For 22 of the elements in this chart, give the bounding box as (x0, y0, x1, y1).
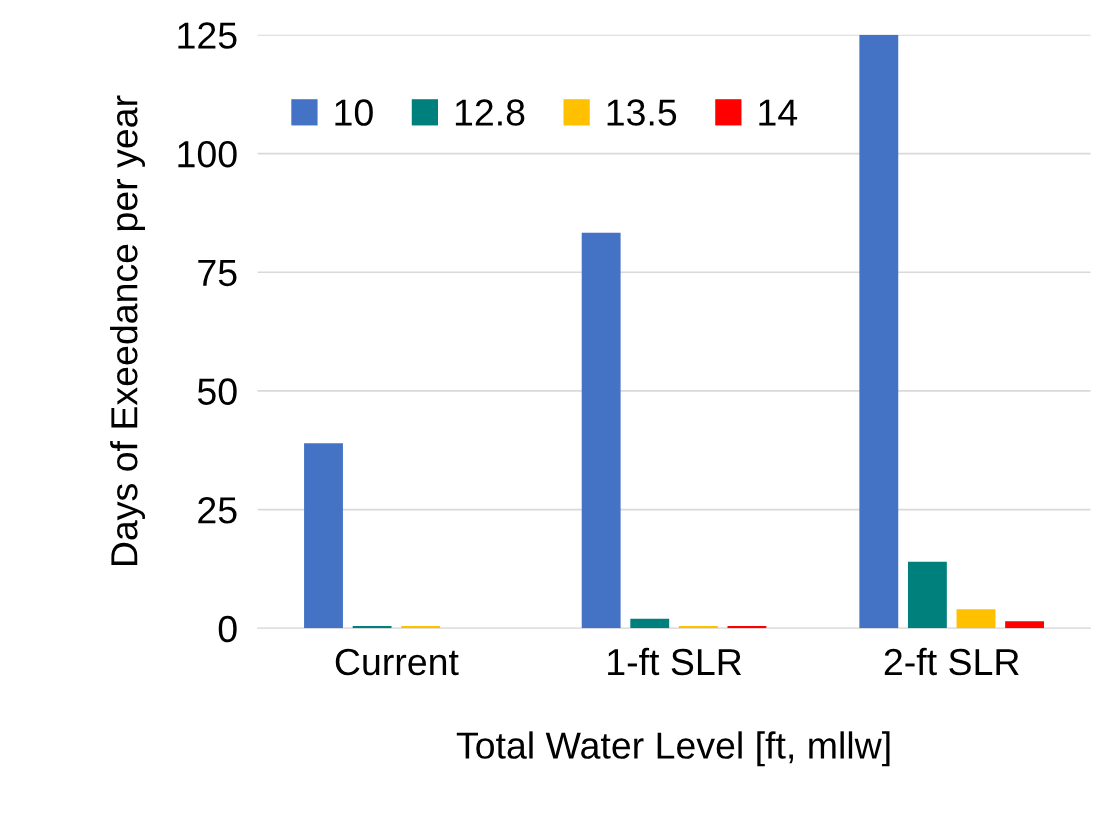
y-axis-title: Days of Exeedance per year (110, 95, 145, 566)
bar (581, 232, 621, 629)
x-axis-title: Total Water Level [ft, mllw] (456, 731, 890, 767)
bar (630, 618, 670, 629)
bar (907, 561, 947, 629)
y-tick-label: 75 (198, 260, 237, 287)
bar (956, 609, 996, 629)
y-tick-label: 25 (198, 497, 237, 524)
y-tick-label: 100 (178, 140, 237, 168)
x-tick-label: Current (335, 648, 459, 676)
legend-label: 13.5 (607, 99, 677, 126)
y-tick-label: 0 (218, 615, 237, 643)
y-tick-label: 50 (197, 378, 237, 405)
legend-label: 12.8 (455, 99, 525, 126)
bar (304, 443, 343, 629)
legend-label: 14 (759, 99, 798, 126)
x-tick-label: 1-ft SLR (608, 647, 742, 676)
bar (1005, 621, 1045, 629)
bar (859, 34, 899, 629)
x-tick-label: 2-ft SLR (884, 647, 1019, 676)
y-tick-label: 125 (178, 22, 237, 49)
legend-label: 10 (335, 99, 373, 126)
